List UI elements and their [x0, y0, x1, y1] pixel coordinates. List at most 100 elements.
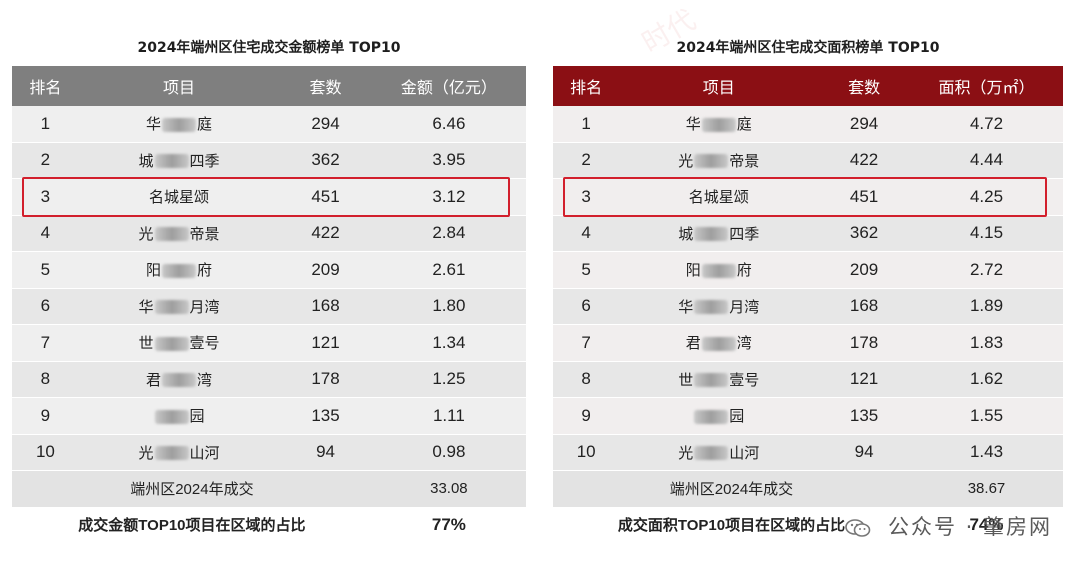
- amount-ranking-title: 2024年端州区住宅成交金额榜单 TOP10: [137, 40, 401, 56]
- summary-row: 端州区2024年成交 38.67: [553, 470, 1063, 508]
- rank-cell: 8: [12, 361, 79, 398]
- project-name-end: 湾: [736, 334, 752, 353]
- header-area: 面积（万㎡）: [909, 66, 1063, 106]
- project-name-end: 府: [736, 261, 752, 280]
- units-cell: 94: [279, 434, 372, 471]
- project-name-start: 阳: [146, 261, 162, 280]
- rank-cell: 9: [553, 397, 620, 435]
- summary-value: 38.67: [909, 470, 1063, 508]
- table-row: 1 华庭 294 6.46: [12, 106, 526, 143]
- value-cell: 6.46: [371, 106, 526, 143]
- value-cell: 1.43: [909, 434, 1063, 471]
- project-name-start: 华: [146, 115, 162, 134]
- project-name-start: 光: [138, 443, 154, 462]
- value-cell: 2.84: [371, 215, 526, 252]
- redacted-mark: [154, 409, 189, 424]
- table-row: 3 名城星颂 451 4.25: [553, 178, 1063, 216]
- project-name-end: 壹号: [189, 334, 220, 353]
- header-units: 套数: [818, 66, 910, 106]
- units-cell: 135: [279, 397, 372, 435]
- value-cell: 1.25: [371, 361, 526, 398]
- header-project: 项目: [619, 66, 819, 106]
- redacted-mark: [154, 227, 189, 242]
- project-name-cell: 华庭: [619, 106, 819, 143]
- project-name-cell: 华庭: [78, 106, 280, 143]
- project-name-end: 庭: [197, 115, 213, 134]
- project-name-cell: 君湾: [78, 361, 280, 398]
- header-rank: 排名: [12, 66, 79, 106]
- table-row: 4 光 帝景 422 2.84: [12, 215, 526, 252]
- units-cell: 135: [818, 397, 910, 435]
- redacted-mark: [154, 446, 189, 461]
- watermark: 公众号 · 肇房网: [845, 511, 1052, 541]
- table-row: 7 世 壹号 121 1.34: [12, 324, 526, 362]
- project-name-start: 世: [678, 370, 694, 389]
- project-name-cell: 名城星颂: [78, 178, 280, 216]
- value-cell: 0.98: [371, 434, 526, 471]
- share-row: 成交金额TOP10项目在区域的占比 77%: [12, 507, 526, 543]
- project-name-start: 阳: [685, 261, 701, 280]
- amount-ranking-body: 1 华庭 294 6.46 2 城四季 362 3.95 3 名城星颂 451 3.12 4 光帝景 422…: [12, 106, 526, 543]
- rank-cell: 7: [553, 324, 620, 362]
- project-name-end: 庭: [736, 115, 752, 134]
- area-ranking-table: 排名 项目 套数 面积（万㎡） 1 华庭 294 4.72 2 光帝景 422 4.44 3 名城…: [553, 66, 1063, 543]
- redacted-mark: [701, 336, 736, 351]
- share-row: 成交面积TOP10项目在区域的占比 74%: [553, 507, 1063, 543]
- redacted-mark: [154, 336, 189, 351]
- rank-cell: 4: [12, 215, 79, 252]
- project-name-start: 世: [138, 334, 154, 353]
- project-name-end: 山河: [729, 443, 760, 462]
- amount-ranking-table: 排名 项目 套数 金额（亿元） 1 华庭 294 6.46 2 城四季 362 3.95 3 名城…: [12, 66, 526, 543]
- rank-cell: 1: [553, 106, 620, 143]
- units-cell: 422: [279, 215, 372, 252]
- project-name-cell: 光 山河: [78, 434, 280, 471]
- value-cell: 2.72: [909, 251, 1063, 289]
- area-ranking-body: 1 华庭 294 4.72 2 光帝景 422 4.44 3 名城星颂 451 4.25 4 城四季 362…: [553, 106, 1063, 543]
- table-row: 6 华 月湾 168 1.89: [553, 288, 1063, 325]
- project-name-cell: 光 帝景: [619, 142, 819, 179]
- project-name-start: 城: [678, 224, 694, 243]
- redacted-mark: [694, 300, 729, 315]
- project-name-end: 月湾: [729, 297, 760, 316]
- units-cell: 362: [279, 142, 372, 179]
- share-label: 成交金额TOP10项目在区域的占比: [12, 507, 372, 543]
- summary-label: 端州区2024年成交: [12, 470, 372, 508]
- project-name-end: 府: [197, 261, 213, 280]
- units-cell: 422: [818, 142, 910, 179]
- table-row: 2 城 四季 362 3.95: [12, 142, 526, 179]
- project-name-cell: 名城星颂: [619, 178, 819, 216]
- project-name-cell: 阳府: [78, 251, 280, 289]
- redacted-mark: [694, 227, 729, 242]
- project-name-end: 帝景: [189, 224, 220, 243]
- rank-cell: 2: [553, 142, 620, 179]
- redacted-mark: [694, 446, 729, 461]
- project-name-start: 城: [138, 151, 154, 170]
- value-cell: 1.11: [371, 397, 526, 435]
- table-row: 9 园 135 1.11: [12, 397, 526, 435]
- table-row: 10 光 山河 94 1.43: [553, 434, 1063, 471]
- project-name-cell: 园: [78, 397, 280, 435]
- wechat-icon: [845, 519, 871, 537]
- rank-cell: 10: [12, 434, 79, 471]
- rank-cell: 3: [553, 178, 620, 216]
- value-cell: 4.25: [909, 178, 1063, 216]
- header-project: 项目: [78, 66, 280, 106]
- project-name-end: 园: [729, 407, 745, 426]
- units-cell: 178: [279, 361, 372, 398]
- table-row: 6 华 月湾 168 1.80: [12, 288, 526, 325]
- value-cell: 1.62: [909, 361, 1063, 398]
- table-row: 2 光 帝景 422 4.44: [553, 142, 1063, 179]
- summary-label: 端州区2024年成交: [553, 470, 910, 508]
- value-cell: 4.44: [909, 142, 1063, 179]
- value-cell: 1.34: [371, 324, 526, 362]
- project-name-end: 帝景: [729, 151, 760, 170]
- units-cell: 451: [818, 178, 910, 216]
- redacted-mark: [694, 409, 729, 424]
- units-cell: 94: [818, 434, 910, 471]
- redacted-mark: [162, 373, 197, 388]
- value-cell: 1.80: [371, 288, 526, 325]
- project-name-cell: 城 四季: [78, 142, 280, 179]
- redacted-mark: [701, 263, 736, 278]
- units-cell: 121: [818, 361, 910, 398]
- project-name-cell: 阳府: [619, 251, 819, 289]
